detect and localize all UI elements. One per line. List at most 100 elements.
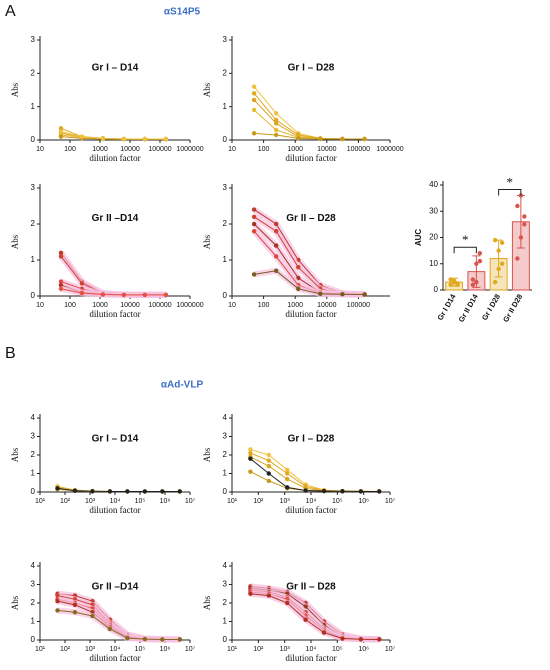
data-point [499, 240, 505, 245]
panel-label: A [5, 3, 16, 20]
chart-title: Gr II –D14 [92, 213, 139, 224]
data-point [266, 452, 272, 458]
series-line [254, 132, 365, 140]
y-tick-label: 4 [31, 561, 36, 570]
x-tick-label: 10⁵ [332, 498, 343, 505]
x-tick-label: 10 [36, 146, 44, 153]
x-tick-label: 10³ [280, 646, 291, 653]
y-axis-label: Abs [10, 234, 20, 249]
data-point [55, 486, 60, 491]
y-tick-label: 4 [31, 413, 36, 422]
data-point [55, 598, 60, 604]
data-point [90, 613, 95, 619]
data-point [58, 126, 64, 131]
data-point [340, 636, 345, 641]
x-tick-label: Gr I D14 [435, 292, 458, 322]
data-point [125, 489, 130, 494]
x-tick-label: 1000 [92, 146, 108, 153]
x-tick-label: 10³ [85, 498, 96, 505]
data-point [451, 278, 457, 284]
data-point [340, 136, 345, 142]
y-tick-label: 40 [429, 180, 438, 189]
y-axis-label: Abs [202, 234, 212, 249]
data-point [474, 279, 479, 285]
x-tick-label: 1000 [287, 302, 303, 309]
data-point [477, 258, 483, 264]
y-tick-label: 2 [223, 68, 228, 77]
data-point [318, 291, 323, 297]
y-tick-label: 0 [223, 291, 228, 300]
x-axis-label: dilution factor [285, 505, 336, 515]
data-point [251, 97, 257, 103]
data-point [266, 463, 272, 469]
data-point [251, 131, 257, 136]
data-point [296, 136, 301, 141]
data-point [321, 488, 327, 494]
data-point [251, 91, 257, 96]
x-tick-label: 100000 [148, 302, 171, 309]
x-axis-label: dilution factor [285, 309, 336, 319]
panel-title: αS14P5 [164, 7, 201, 18]
y-tick-label: 2 [31, 450, 36, 459]
data-point [448, 282, 453, 287]
series-line [60, 127, 166, 140]
y-axis-label: Abs [10, 447, 20, 462]
series-line [253, 99, 365, 140]
data-point [100, 292, 106, 297]
x-tick-label: 10² [253, 646, 264, 653]
data-point [90, 489, 95, 494]
data-point [266, 471, 272, 476]
data-point [163, 292, 169, 298]
x-tick-label: 100000 [347, 146, 370, 153]
x-tick-label: 10000 [317, 146, 337, 153]
data-point [121, 136, 127, 142]
y-tick-label: 1 [31, 469, 36, 478]
panel-title: αAd-VLP [161, 380, 204, 391]
x-tick-label: 1000000 [176, 146, 203, 153]
data-point [285, 471, 290, 476]
data-point [515, 203, 520, 209]
y-tick-label: 1 [223, 255, 228, 264]
significance-label: * [462, 232, 469, 247]
y-tick-label: 3 [223, 432, 228, 441]
data-point [273, 243, 279, 248]
data-point [377, 637, 382, 642]
data-point [296, 265, 301, 270]
data-point [251, 272, 257, 277]
significance-bracket [498, 189, 522, 196]
significance-label: * [507, 174, 514, 189]
data-point [492, 237, 498, 243]
y-tick-label: 0 [31, 635, 36, 644]
data-point [296, 286, 301, 291]
x-tick-label: 10³ [280, 498, 291, 505]
x-tick-label: 10000 [120, 302, 140, 309]
data-point [177, 489, 182, 494]
data-point [474, 261, 479, 266]
x-tick-label: 10² [253, 498, 264, 505]
y-tick-label: 20 [429, 233, 438, 242]
x-tick-label: 100 [64, 302, 76, 309]
data-point [362, 292, 367, 297]
data-point [285, 467, 290, 472]
data-point [142, 136, 148, 142]
data-point [518, 235, 524, 240]
y-tick-label: 0 [223, 135, 228, 144]
series-line [253, 93, 365, 140]
data-point [492, 279, 498, 285]
data-point [107, 489, 113, 494]
chart-title: Gr II –D14 [92, 581, 139, 592]
chart-title: Gr I – D14 [92, 63, 139, 74]
data-point [251, 84, 257, 89]
x-tick-label: 1000000 [176, 302, 203, 309]
data-point [303, 617, 308, 622]
data-point [285, 485, 290, 490]
data-point [273, 221, 279, 227]
y-tick-label: 1 [223, 102, 228, 111]
x-tick-label: 100000 [148, 146, 171, 153]
data-point [142, 636, 148, 642]
data-point [125, 635, 130, 641]
data-point [273, 268, 279, 273]
chart-title: Gr II – D28 [286, 213, 336, 224]
data-point [273, 117, 279, 123]
